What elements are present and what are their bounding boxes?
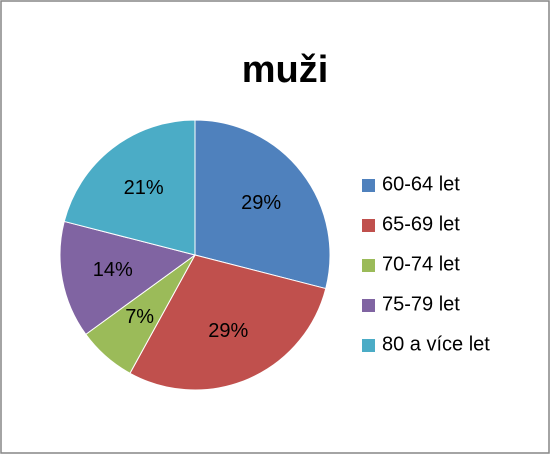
legend-swatch [362,179,375,192]
data-label: 29% [241,192,281,214]
pie-slice [63,119,196,256]
legend-label: 80 a více let [382,333,490,355]
legend-label: 60-64 let [382,173,460,195]
legend-label: 70-74 let [382,253,460,275]
legend-label: 75-79 let [382,293,460,315]
data-label: 14% [93,259,133,281]
data-label: 21% [124,177,164,199]
legend-swatch [362,299,375,312]
pie-slice [59,220,197,336]
legend-swatch [362,339,375,352]
data-label: 7% [125,306,154,328]
pie-slice [194,119,331,290]
legend-swatch [362,259,375,272]
legend-label: 65-69 let [382,213,460,235]
data-label: 29% [208,320,248,342]
chart-title: muži [242,49,329,91]
legend-swatch [362,219,375,232]
pie-slice [129,254,327,391]
